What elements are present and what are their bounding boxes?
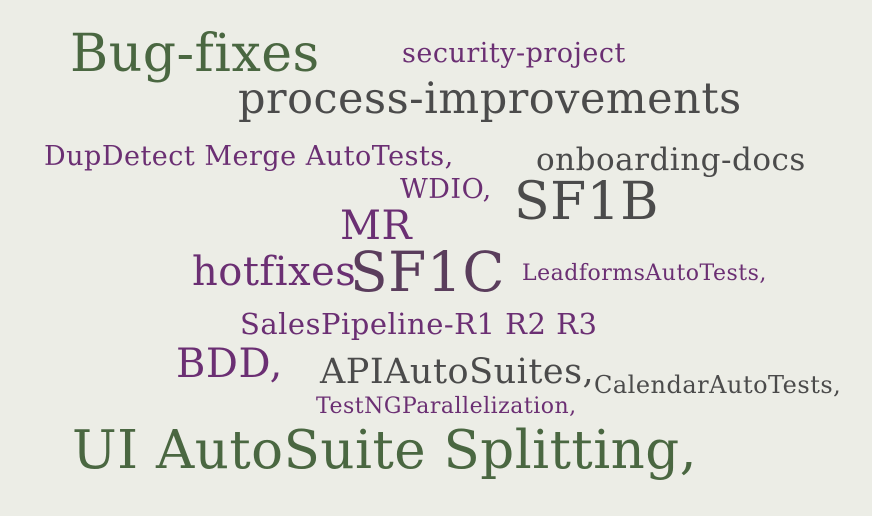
word-testngparallelization: TestNGParallelization, <box>316 394 577 419</box>
word-leadforms-autotests: LeadformsAutoTests, <box>522 261 767 286</box>
word-salespipeline: SalesPipeline-R1 R2 R3 <box>240 307 598 341</box>
word-wdio: WDIO, <box>400 174 492 205</box>
word-hotfixes: hotfixes <box>192 249 357 295</box>
word-bdd: BDD, <box>176 341 283 387</box>
word-cloud: Bug-fixes security-project process-impro… <box>0 0 872 516</box>
word-bug-fixes: Bug-fixes <box>70 24 320 84</box>
word-mr: MR <box>340 203 413 249</box>
word-calendarautotests: CalendarAutoTests, <box>594 371 842 399</box>
word-sf1c: SF1C <box>350 240 505 304</box>
word-apiautosuites: APIAutoSuites, <box>320 352 595 392</box>
word-process-improvements: process-improvements <box>238 74 742 124</box>
word-security-project: security-project <box>402 38 626 69</box>
word-dupdetect-merge-autotests: DupDetect Merge AutoTests, <box>44 141 454 172</box>
word-sf1b: SF1B <box>514 172 659 232</box>
word-ui-autosuite-splitting: UI AutoSuite Splitting, <box>72 420 698 481</box>
word-onboarding-docs: onboarding-docs <box>536 142 806 178</box>
